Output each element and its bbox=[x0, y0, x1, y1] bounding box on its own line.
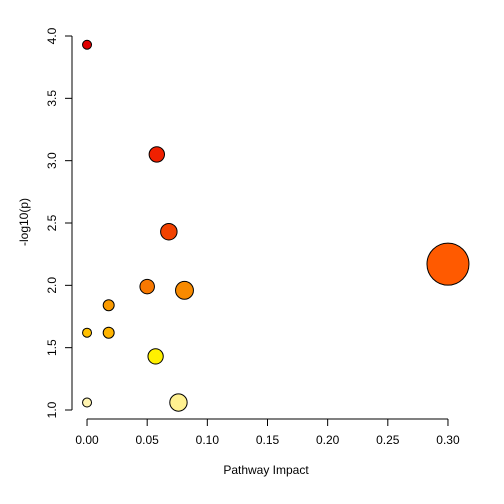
data-point bbox=[102, 299, 115, 312]
data-point bbox=[147, 348, 164, 365]
x-axis-title: Pathway Impact bbox=[223, 463, 309, 477]
data-point bbox=[82, 327, 93, 338]
y-tick-label: 1.5 bbox=[45, 339, 59, 356]
x-tick-label: 0.20 bbox=[316, 433, 340, 447]
y-tick-label: 2.0 bbox=[45, 277, 59, 294]
y-axis-title: -log10(p) bbox=[17, 198, 31, 246]
y-tick-label: 1.0 bbox=[45, 401, 59, 418]
y-tick-label: 2.5 bbox=[45, 214, 59, 231]
data-point bbox=[426, 242, 470, 286]
x-tick-label: 0.05 bbox=[136, 433, 160, 447]
x-tick-label: 0.00 bbox=[75, 433, 99, 447]
data-point bbox=[82, 397, 93, 408]
y-tick-label: 4.0 bbox=[45, 27, 59, 44]
data-point bbox=[139, 278, 155, 295]
x-tick-label: 0.25 bbox=[376, 433, 400, 447]
data-point bbox=[160, 222, 178, 241]
x-tick-label: 0.15 bbox=[256, 433, 280, 447]
x-tick-label: 0.10 bbox=[196, 433, 220, 447]
data-point bbox=[102, 326, 115, 339]
data-point bbox=[148, 146, 166, 163]
axes: 0.00 0.05 0.10 0.15 0.20 0.25 0.30 1.0 1.5 2.0 2.5… bbox=[45, 27, 460, 447]
data-point bbox=[82, 39, 93, 50]
data-point bbox=[169, 393, 188, 412]
y-tick-label: 3.0 bbox=[45, 152, 59, 169]
data-point bbox=[175, 280, 194, 300]
x-tick-label: 0.30 bbox=[436, 433, 460, 447]
bubble-layer bbox=[82, 39, 470, 412]
y-tick-label: 3.5 bbox=[45, 90, 59, 107]
